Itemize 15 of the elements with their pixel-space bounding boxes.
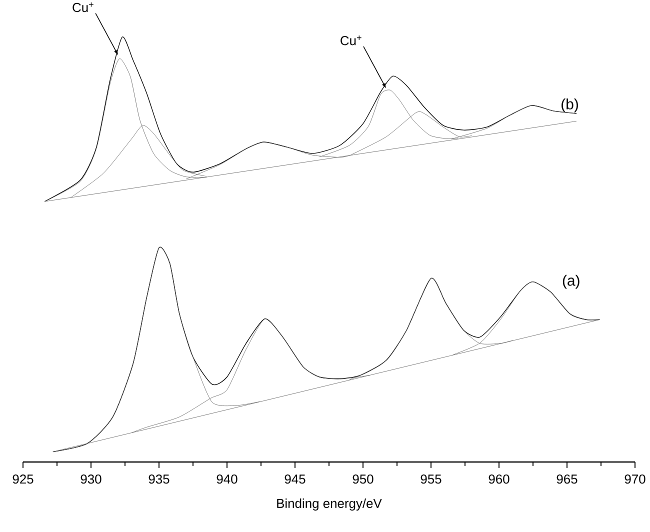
x-tick-label: 925 — [12, 474, 34, 484]
x-tick-label: 950 — [352, 474, 374, 484]
x-tick-label: 935 — [148, 474, 170, 484]
series-label: (a) — [562, 274, 580, 289]
x-tick-label: 930 — [80, 474, 102, 484]
x-tick-label: 970 — [624, 474, 646, 484]
x-tick-label: 940 — [216, 474, 238, 484]
x-tick-label: 955 — [420, 474, 442, 484]
x-tick-label: 960 — [488, 474, 510, 484]
x-tick-label: 965 — [556, 474, 578, 484]
x-tick-label: 945 — [284, 474, 306, 484]
annotation: Cu$^{+}$ — [72, 2, 94, 12]
annotation: Cu$^{+}$ — [340, 36, 362, 46]
x-axis-title: Binding energy/eV — [277, 498, 382, 511]
series-label: (b) — [562, 98, 578, 112]
